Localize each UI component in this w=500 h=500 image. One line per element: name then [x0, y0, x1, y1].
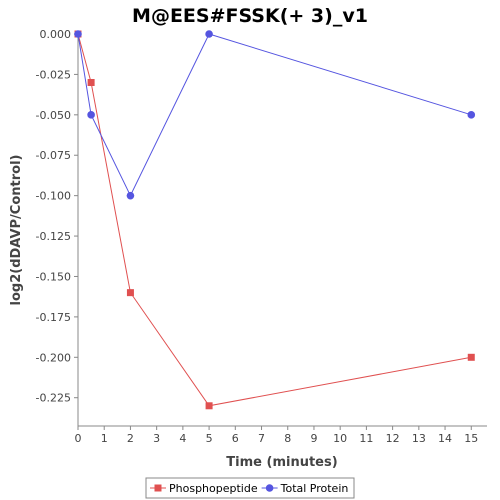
- data-point: [205, 30, 213, 38]
- x-tick-label: 11: [359, 432, 373, 445]
- x-tick-label: 6: [232, 432, 239, 445]
- data-point: [87, 111, 95, 119]
- y-tick-label: -0.150: [36, 270, 71, 283]
- legend-label: Phosphopeptide: [169, 482, 258, 495]
- y-tick-label: -0.225: [36, 392, 71, 405]
- x-tick-label: 7: [258, 432, 265, 445]
- data-point: [467, 353, 475, 361]
- x-tick-label: 2: [127, 432, 134, 445]
- x-tick-label: 4: [179, 432, 186, 445]
- plot-background: [78, 34, 487, 426]
- y-tick-label: -0.050: [36, 109, 71, 122]
- series-2: [74, 30, 476, 200]
- x-tick-label: 13: [412, 432, 426, 445]
- data-point: [126, 289, 134, 297]
- y-axis-label: log2(dDAVP/Control): [9, 155, 24, 306]
- data-point: [205, 402, 213, 410]
- legend-marker: [154, 484, 162, 492]
- x-tick-label: 5: [206, 432, 213, 445]
- legend-marker: [265, 484, 274, 492]
- x-tick-label: 15: [464, 432, 478, 445]
- legend-box: [145, 477, 355, 499]
- legend-item-1: Phosphopeptide: [150, 482, 258, 495]
- y-tick-label: -0.025: [36, 68, 71, 81]
- y-tick-label: -0.200: [36, 351, 71, 364]
- x-tick-label: 3: [153, 432, 160, 445]
- plot-area: [77, 34, 487, 427]
- y-tick-label: -0.125: [36, 230, 71, 243]
- data-point: [126, 191, 135, 200]
- y-axis: 0.000 -0.025 -0.050 -0.075 -0.100 -0.125 -0.15…: [36, 28, 78, 405]
- x-tick-label: 8: [284, 432, 291, 445]
- chart-title: M@EES#FSSK(+ 3)_v1: [132, 5, 368, 27]
- y-tick-label: -0.100: [36, 190, 71, 203]
- x-axis: 0 1 2 3 4 5 6 7 8 9 10 11 12 13 14 15: [75, 426, 478, 445]
- series-layer: [74, 30, 476, 410]
- x-tick-label: 12: [386, 432, 400, 445]
- legend-item-2: Total Protein: [261, 482, 349, 495]
- x-tick-label: 14: [438, 432, 452, 445]
- x-tick-label: 1: [101, 432, 108, 445]
- y-tick-label: -0.075: [36, 149, 71, 162]
- y-tick-label: 0.000: [40, 28, 72, 41]
- data-point: [467, 111, 476, 119]
- x-tick-label: 10: [333, 432, 347, 445]
- data-point: [87, 78, 95, 86]
- y-tick-label: -0.175: [36, 311, 71, 324]
- legend: Phosphopeptide Total Protein: [145, 477, 355, 499]
- x-axis-label: Time (minutes): [226, 455, 337, 470]
- data-point: [74, 30, 82, 38]
- x-tick-label: 0: [75, 432, 82, 445]
- x-tick-label: 9: [310, 432, 317, 445]
- legend-label: Total Protein: [280, 482, 349, 495]
